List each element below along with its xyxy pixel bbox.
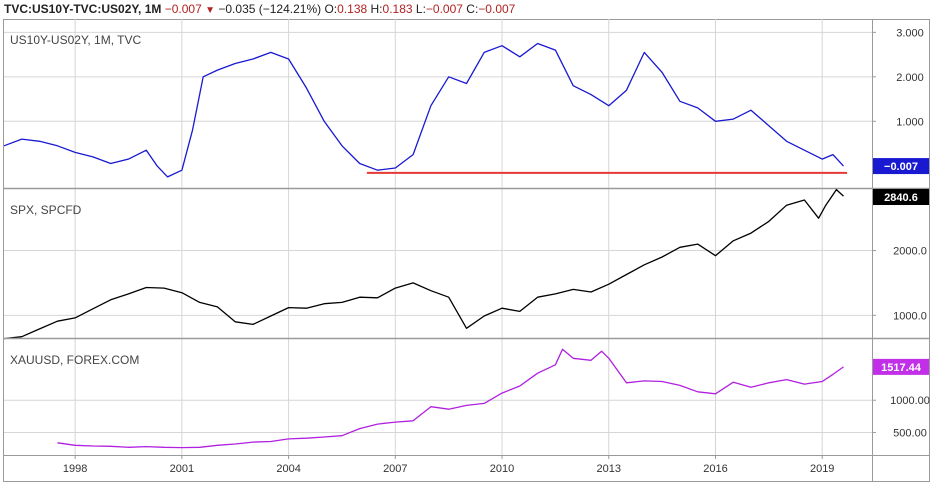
- change-percent: −0.035 (−124.21%): [218, 2, 322, 16]
- low-value: −0.007: [425, 2, 463, 16]
- symbol-title[interactable]: TVC:US10Y-TVC:US02Y, 1M: [4, 2, 162, 16]
- y-tick-label: 3.000: [896, 27, 924, 39]
- x-tick-label: 1998: [63, 463, 87, 475]
- low-label: L:: [415, 2, 426, 16]
- x-tick-label: 2010: [490, 463, 514, 475]
- high-value: 0.183: [382, 2, 413, 16]
- last-value-label: 2840.6: [884, 192, 918, 204]
- y-tick-label: 1.000: [896, 116, 924, 128]
- change-value: −0.007: [164, 2, 202, 16]
- series-line-2[interactable]: [57, 348, 844, 449]
- y-tick-label: 2.000: [896, 72, 924, 84]
- open-value: 0.138: [337, 2, 368, 16]
- last-value-badge: [873, 189, 929, 205]
- x-tick-label: 2001: [170, 463, 194, 475]
- last-value-label: −0.007: [884, 161, 918, 173]
- pane-title: XAUUSD, FOREX.COM: [10, 353, 139, 367]
- y-tick-label: 1000.00: [890, 395, 930, 407]
- pane-title: SPX, SPCFD: [10, 203, 82, 217]
- x-tick-label: 2013: [597, 463, 621, 475]
- close-value: −0.007: [478, 2, 516, 16]
- pane-title: US10Y-US02Y, 1M, TVC: [10, 33, 142, 47]
- y-tick-label: 2000.0: [893, 246, 927, 258]
- series-line-0[interactable]: [3, 42, 844, 178]
- x-tick-label: 2016: [703, 463, 727, 475]
- x-tick-label: 2019: [810, 463, 834, 475]
- x-tick-label: 2007: [383, 463, 407, 475]
- last-value-badge: [873, 158, 929, 175]
- y-tick-label: 500.00: [893, 427, 927, 439]
- chart-frame: [3, 19, 930, 482]
- down-triangle-icon: ▼: [205, 5, 216, 16]
- last-value-label: 1517.44: [881, 362, 922, 374]
- x-tick-label: 2004: [276, 463, 300, 475]
- last-value-badge: [873, 358, 929, 375]
- high-label: H:: [370, 2, 383, 16]
- series-line-1[interactable]: [3, 188, 844, 340]
- open-label: O:: [324, 2, 338, 16]
- y-tick-label: 1000.0: [893, 310, 927, 322]
- close-label: C:: [466, 2, 479, 16]
- symbol-header: TVC:US10Y-TVC:US02Y, 1M −0.007 ▼ −0.035 …: [4, 2, 515, 18]
